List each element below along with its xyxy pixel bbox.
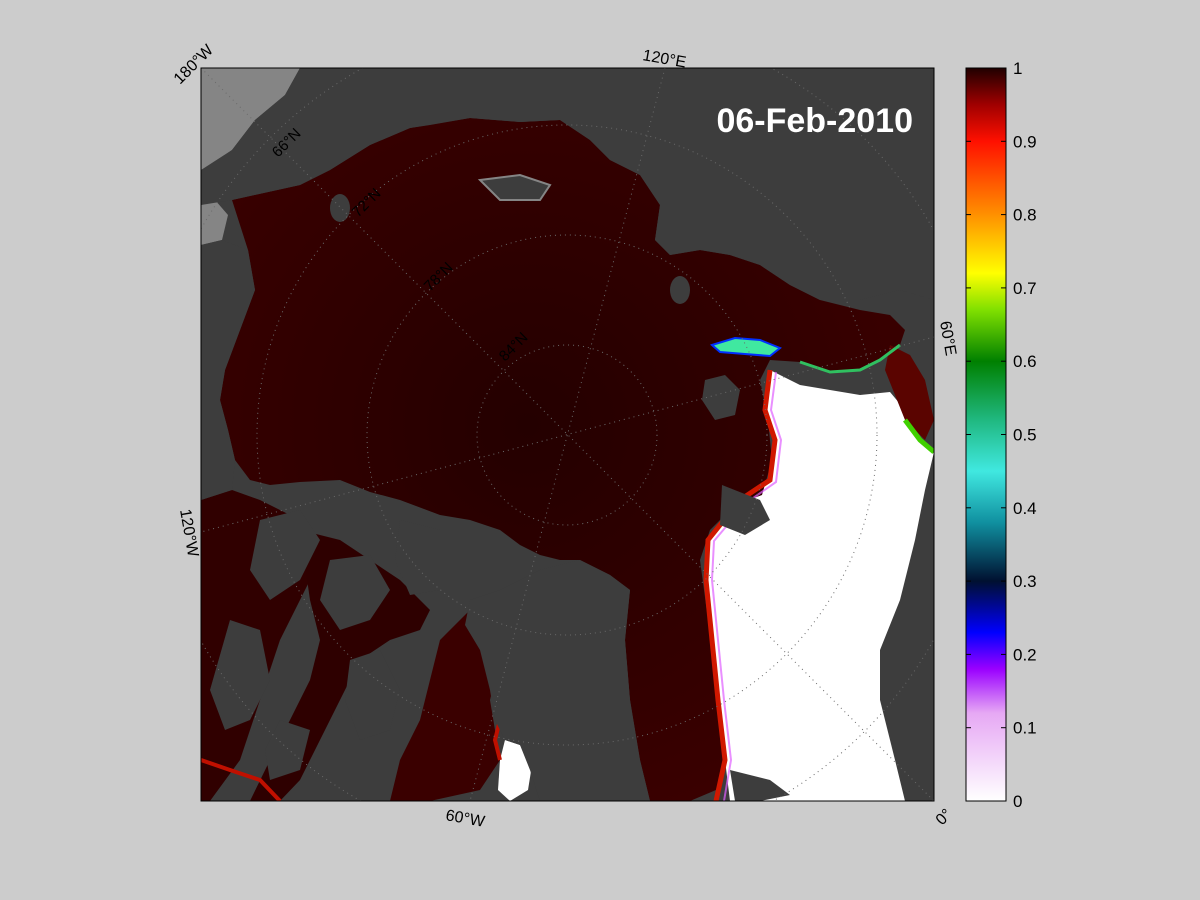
archipelago-islands-6 [265,720,310,780]
graticule [201,68,934,801]
archipelago-islands-1 [250,510,320,600]
ice-edge-kara-green [903,418,934,454]
lon-label-60w: 60°W [444,807,487,831]
lon-label-60e: 60°E [936,320,959,357]
colorbar-tick-label: 0.9 [1013,132,1037,151]
map-frame [200,67,935,802]
alaska-coast [201,240,255,500]
open-water-atlantic [706,370,934,801]
ice-edge-barents [799,343,901,374]
sea-ice-baffin-bay [390,600,505,801]
colorbar-tick-label: 0.7 [1013,279,1037,298]
iceland-land [730,770,790,801]
archipelago-islands-2 [320,555,390,630]
novaya-zemlya [720,485,770,535]
scandinavia-land [880,452,934,801]
colorbar-tick-label: 0.6 [1013,352,1037,371]
colorbar-tick-label: 0.3 [1013,572,1037,591]
outer-land-region [201,68,300,175]
outer-land-region-2 [201,200,228,245]
svalbard-land [702,375,740,420]
island-1 [330,194,350,222]
island-2 [670,276,690,304]
archipelago-islands-5 [345,650,400,740]
sea-ice-arctic-pack [220,118,905,801]
colorbar-tick-label: 0 [1013,792,1022,811]
sea-ice-kara [885,345,934,440]
ice-edge-atlantic-inner [710,371,783,801]
graticule-lat-84 [476,344,658,526]
archipelago-islands-4 [210,620,270,730]
alaska-land [201,68,410,205]
date-label: 06-Feb-2010 [716,102,913,140]
archipelago-islands-3 [395,520,460,595]
map-panel [201,68,934,801]
colorbar-tick-label: 0.2 [1013,645,1037,664]
colorbar-ticks: 1 0.9 0.8 0.7 0.6 0.5 0.4 0.3 0.2 0.1 0 [966,59,1037,811]
lon-label-0: 0° [933,806,956,829]
colorbar: 1 0.9 0.8 0.7 0.6 0.5 0.4 0.3 0.2 0.1 0 [965,59,1037,811]
colorbar-tick-label: 0.8 [1013,206,1037,225]
colorbar-tick-label: 1 [1013,59,1022,78]
colorbar-tick-label: 0.4 [1013,499,1037,518]
siberia-land [410,68,934,300]
colorbar-tick-label: 0.1 [1013,719,1037,738]
ice-edge-atlantic [703,369,778,801]
colorbar-tick-label: 0.5 [1013,426,1037,445]
ice-edge-svalbard [709,336,782,358]
greenland-land [465,560,650,801]
open-water-southwest [498,740,532,801]
ice-edge-hudson [201,758,282,801]
graticule-lat-72 [256,124,878,746]
lon-label-120w: 120°W [176,508,201,559]
graticule-lat-78 [366,234,768,636]
siberia-inner-ice [477,173,552,201]
colorbar-fill [966,68,1006,801]
